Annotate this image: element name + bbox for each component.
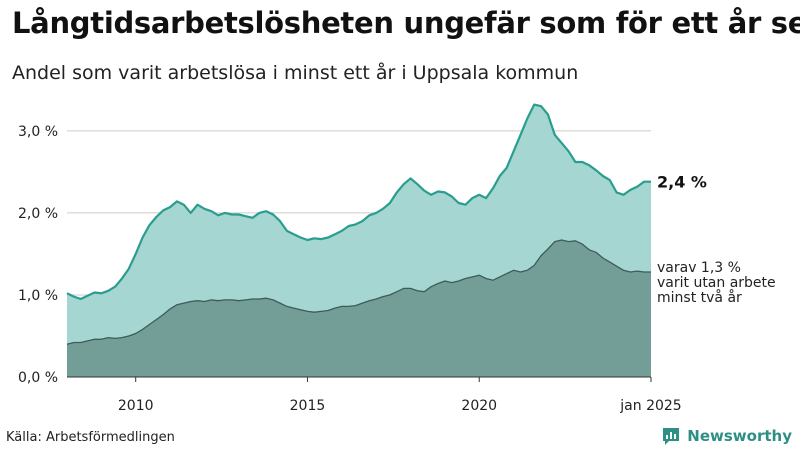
chart-title: Långtidsarbetslösheten ungefär som för e… bbox=[12, 6, 800, 40]
y-tick-label: 3,0 % bbox=[18, 124, 58, 140]
series-line-1 bbox=[66, 239, 651, 345]
bar-chart-speech-bubble-icon bbox=[663, 428, 680, 445]
x-tick-label: 2020 bbox=[461, 398, 497, 414]
source-note: Källa: Arbetsförmedlingen bbox=[6, 430, 175, 445]
series-area-1 bbox=[67, 240, 651, 377]
chart-subtitle: Andel som varit arbetslösa i minst ett å… bbox=[12, 62, 579, 84]
series-areas bbox=[66, 103, 651, 377]
area-chart: 0,0 % 1,0 % 2,0 % 3,0 % 2010 2015 2020 jan 2025… bbox=[18, 103, 776, 414]
series-line-0 bbox=[66, 103, 651, 301]
long-term-series-label-line: varav 1,3 % bbox=[657, 260, 741, 276]
y-tick-label: 1,0 % bbox=[18, 288, 58, 304]
x-tick-label: 2015 bbox=[290, 398, 326, 414]
long-term-series-label-line: minst två år bbox=[657, 289, 742, 306]
brand-logo: Newsworthy bbox=[661, 426, 792, 446]
axes: 0,0 % 1,0 % 2,0 % 3,0 % 2010 2015 2020 jan 2025 bbox=[18, 124, 682, 414]
y-tick-label: 0,0 % bbox=[18, 370, 58, 386]
x-tick-label: jan 2025 bbox=[619, 398, 681, 414]
long-term-series-label-line: varit utan arbete bbox=[657, 275, 776, 291]
total-series-end-label: 2,4 % bbox=[657, 173, 707, 192]
y-tick-label: 2,0 % bbox=[18, 206, 58, 222]
brand-name: Newsworthy bbox=[687, 427, 792, 445]
x-tick-label: 2010 bbox=[118, 398, 154, 414]
